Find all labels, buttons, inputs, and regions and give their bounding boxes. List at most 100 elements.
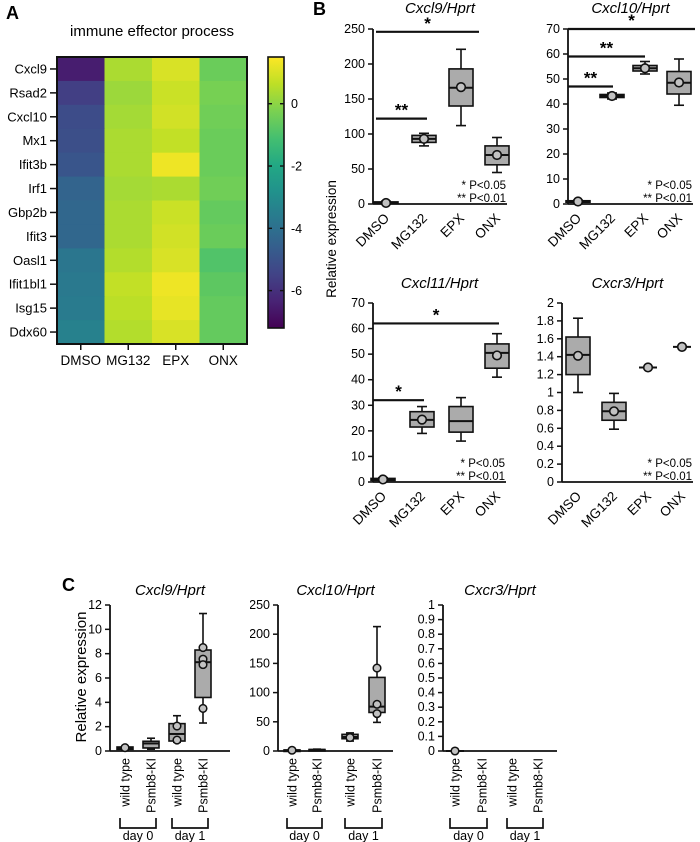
- heatmap-cell: [57, 248, 105, 273]
- panel-label-a: A: [6, 3, 19, 23]
- y-tick-label: 250: [344, 22, 365, 36]
- data-point: [172, 721, 182, 731]
- group-label: day 1: [175, 829, 206, 842]
- colorbar: [267, 56, 285, 329]
- column-label: ONX: [209, 353, 238, 368]
- heatmap-cell: [199, 224, 248, 249]
- y-tick-label: 0.4: [418, 686, 435, 700]
- mean-marker: [491, 149, 503, 161]
- y-tick-label: 40: [351, 373, 365, 387]
- y-tick-label: 0: [358, 197, 365, 211]
- y-tick-label: 70: [351, 296, 365, 310]
- boxplot-b-cxcl11-hprt: Cxcl11/Hprt 0 10 20 30 40 50 60 70 DMSO MG132 EPX ON…: [333, 272, 528, 557]
- boxplot-svg: Cxcr3/Hprt 00.10.20.30.40.50.60.70.80.91 w…: [418, 582, 557, 842]
- colorbar-tick-label: -2: [291, 160, 302, 174]
- sig-label: *: [628, 11, 635, 30]
- y-tick-label: 0: [553, 197, 560, 211]
- x-category-label: EPX: [621, 211, 651, 241]
- y-tick-label: 0.5: [418, 671, 435, 685]
- x-category-label: MG132: [388, 211, 430, 253]
- gene-label: Ifit3b: [19, 157, 47, 172]
- colorbar-tick-label: 0: [291, 97, 298, 111]
- y-tick-label: 0.2: [537, 457, 554, 471]
- pvalue-note: * P<0.05: [461, 458, 505, 470]
- y-tick-label: 50: [546, 72, 560, 86]
- heatmap-cell: [104, 152, 153, 178]
- x-category-label: MG132: [578, 489, 620, 531]
- y-tick-label: 0.7: [418, 642, 435, 656]
- boxplot-b-cxcl10-hprt: Cxcl10/Hprt 0 10 20 30 40 50 60 70 DMSO MG132 EPX ON…: [528, 0, 700, 275]
- mean-marker: [642, 362, 654, 373]
- y-tick-label: 0: [95, 744, 102, 758]
- heatmap-cell: [57, 200, 105, 225]
- y-tick-label: 50: [256, 715, 270, 729]
- mean-marker: [606, 90, 618, 102]
- gene-label: Isg15: [15, 301, 47, 316]
- heatmap-cell: [199, 80, 248, 106]
- mean-marker: [491, 350, 503, 361]
- x-category-label: Psmb8-KI: [310, 758, 324, 813]
- x-category-label: DMSO: [350, 489, 389, 528]
- data-point: [198, 660, 208, 670]
- y-tick-label: 200: [250, 627, 270, 641]
- heatmap-cell: [199, 152, 248, 178]
- column-label: EPX: [162, 353, 189, 368]
- panel-label-c: C: [62, 575, 75, 595]
- x-category-label: ONX: [657, 489, 688, 520]
- boxplot-c-cxcl10-hprt: Cxcl10/Hprt 0 50 100 150 200 250 wild type Psmb8…: [249, 577, 400, 842]
- heatmap-cell: [199, 57, 248, 82]
- heatmap-cell: [57, 224, 105, 249]
- y-tick-label: 8: [95, 647, 102, 661]
- y-tick-label: 0.4: [537, 439, 554, 453]
- data-point: [172, 735, 182, 745]
- group-label: day 0: [453, 829, 484, 842]
- gene-label: Irf1: [28, 181, 47, 196]
- colorbar-tick-label: -6: [291, 284, 302, 298]
- data-point: [198, 643, 208, 653]
- mean-marker: [572, 196, 584, 207]
- heatmap-cell: [57, 272, 105, 297]
- heatmap-cell: [104, 320, 153, 345]
- pvalue-note: * P<0.05: [648, 180, 692, 192]
- heatmap-cell: [104, 200, 153, 225]
- pvalue-note: * P<0.05: [648, 458, 692, 470]
- y-tick-label: 1.4: [537, 350, 554, 364]
- heatmap-cell: [104, 296, 153, 321]
- boxplot-b-cxcl9-hprt: Cxcl9/Hprt 0 50 100 150 200 250 DMSO MG132 EPX ONX…: [333, 0, 528, 275]
- x-category-label: ONX: [472, 489, 503, 520]
- group-bracket: [344, 818, 383, 829]
- mean-marker: [418, 133, 430, 144]
- x-category-label: Psmb8-KI: [144, 758, 158, 813]
- heatmap-cell: [152, 224, 200, 249]
- x-category-label: Psmb8-KI: [196, 758, 210, 813]
- heatmap-cell: [57, 152, 105, 178]
- gene-label: Ifit1bl1: [9, 277, 47, 292]
- y-tick-label: 0.2: [418, 715, 435, 729]
- y-tick-label: 0: [358, 475, 365, 489]
- y-tick-label: 10: [546, 172, 560, 186]
- colorbar-tick-label: -4: [291, 222, 302, 236]
- pvalue-note: ** P<0.01: [457, 193, 506, 205]
- gene-label: Ddx60: [9, 325, 47, 340]
- heatmap-cell: [152, 320, 200, 345]
- sig-label: *: [433, 305, 440, 324]
- heatmap-cell: [199, 128, 248, 154]
- group-bracket: [449, 818, 488, 829]
- heatmap-cell: [57, 320, 105, 345]
- mean-marker: [639, 63, 651, 74]
- y-tick-label: 12: [88, 598, 102, 612]
- x-category-label: MG132: [386, 489, 428, 531]
- y-tick-label: 0.8: [418, 627, 435, 641]
- gene-label: Cxcl10: [7, 109, 47, 124]
- heatmap-cell: [104, 248, 153, 273]
- heatmap-cell: [104, 57, 153, 82]
- heatmap-cell: [57, 80, 105, 106]
- y-tick-label: 0.1: [418, 729, 435, 743]
- x-category-label: wild type: [118, 758, 132, 808]
- pvalue-note: ** P<0.01: [643, 193, 692, 205]
- boxplot-svg: Cxcr3/Hprt 0 0.2 0.4 0.6 0.8 1 1.2 1.4 1.6 1.8 2 DMS…: [537, 275, 693, 531]
- y-tick-label: 4: [95, 695, 102, 709]
- x-category-label: DMSO: [545, 489, 584, 528]
- group-label: day 0: [123, 829, 154, 842]
